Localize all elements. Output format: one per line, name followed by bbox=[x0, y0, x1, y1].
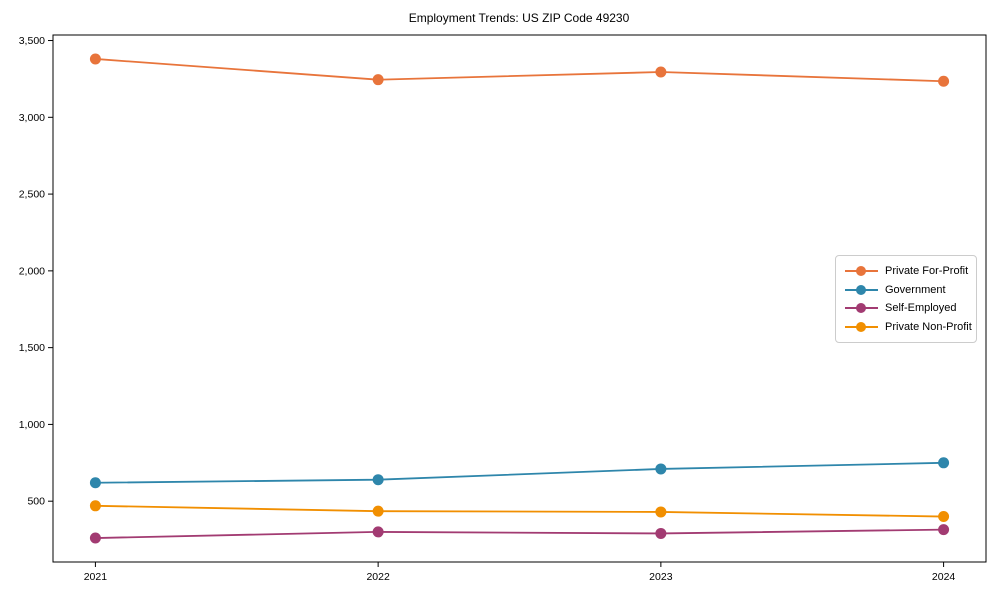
series-line-private-non-profit bbox=[94, 504, 945, 518]
chart-legend: Private For-Profit Government Self-Employe… bbox=[835, 255, 977, 343]
legend-item: Private Non-Profit bbox=[845, 318, 972, 337]
series-line-self-employed bbox=[94, 528, 945, 539]
legend-item: Private For-Profit bbox=[845, 262, 968, 281]
y-tick-label: 1,000 bbox=[19, 419, 45, 431]
axes-frame bbox=[52, 34, 987, 563]
chart-title: Employment Trends: US ZIP Code 49230 bbox=[409, 11, 630, 25]
y-tick-label: 2,500 bbox=[19, 189, 45, 201]
legend-label: Private Non-Profit bbox=[885, 320, 972, 333]
legend-line-marker-icon bbox=[845, 321, 878, 333]
data-point-self-employed bbox=[938, 524, 950, 536]
legend-label: Private For-Profit bbox=[885, 265, 969, 278]
data-point-private-non-profit bbox=[372, 505, 384, 517]
plot-area: 500 1,000 1,500 2,000 2,500 3,000 3,500 2021 202… bbox=[19, 34, 987, 583]
legend-label: Government bbox=[885, 283, 946, 296]
data-point-government bbox=[655, 463, 667, 475]
data-point-self-employed bbox=[89, 532, 101, 544]
y-tick-label: 3,000 bbox=[19, 112, 45, 124]
data-point-government bbox=[372, 474, 384, 486]
data-point-private-non-profit bbox=[89, 500, 101, 512]
data-point-government bbox=[938, 457, 950, 469]
data-point-self-employed bbox=[372, 526, 384, 538]
y-tick-label: 500 bbox=[27, 496, 45, 508]
legend-label: Self-Employed bbox=[885, 302, 957, 315]
x-tick-label: 2022 bbox=[366, 571, 390, 583]
data-point-private-for-profit bbox=[372, 74, 384, 86]
data-point-private-for-profit bbox=[89, 53, 101, 65]
y-tick-label: 2,000 bbox=[19, 265, 45, 277]
series-line-government bbox=[94, 461, 945, 484]
data-point-government bbox=[89, 477, 101, 489]
legend-line-marker-icon bbox=[845, 302, 878, 314]
data-point-self-employed bbox=[655, 527, 667, 539]
x-tick-label: 2024 bbox=[932, 571, 956, 583]
data-point-private-for-profit bbox=[938, 75, 950, 87]
legend-item: Government bbox=[845, 281, 968, 300]
legend-line-marker-icon bbox=[845, 265, 878, 277]
data-point-private-non-profit bbox=[938, 511, 950, 523]
series-line-private-for-profit bbox=[94, 58, 945, 83]
data-point-private-non-profit bbox=[655, 506, 667, 518]
legend-line-marker-icon bbox=[845, 284, 878, 296]
legend-item: Self-Employed bbox=[845, 299, 968, 318]
data-point-private-for-profit bbox=[655, 66, 667, 78]
x-tick-label: 2023 bbox=[649, 571, 673, 583]
x-tick-label: 2021 bbox=[84, 571, 108, 583]
y-tick-label: 3,500 bbox=[19, 35, 45, 47]
y-tick-label: 1,500 bbox=[19, 342, 45, 354]
